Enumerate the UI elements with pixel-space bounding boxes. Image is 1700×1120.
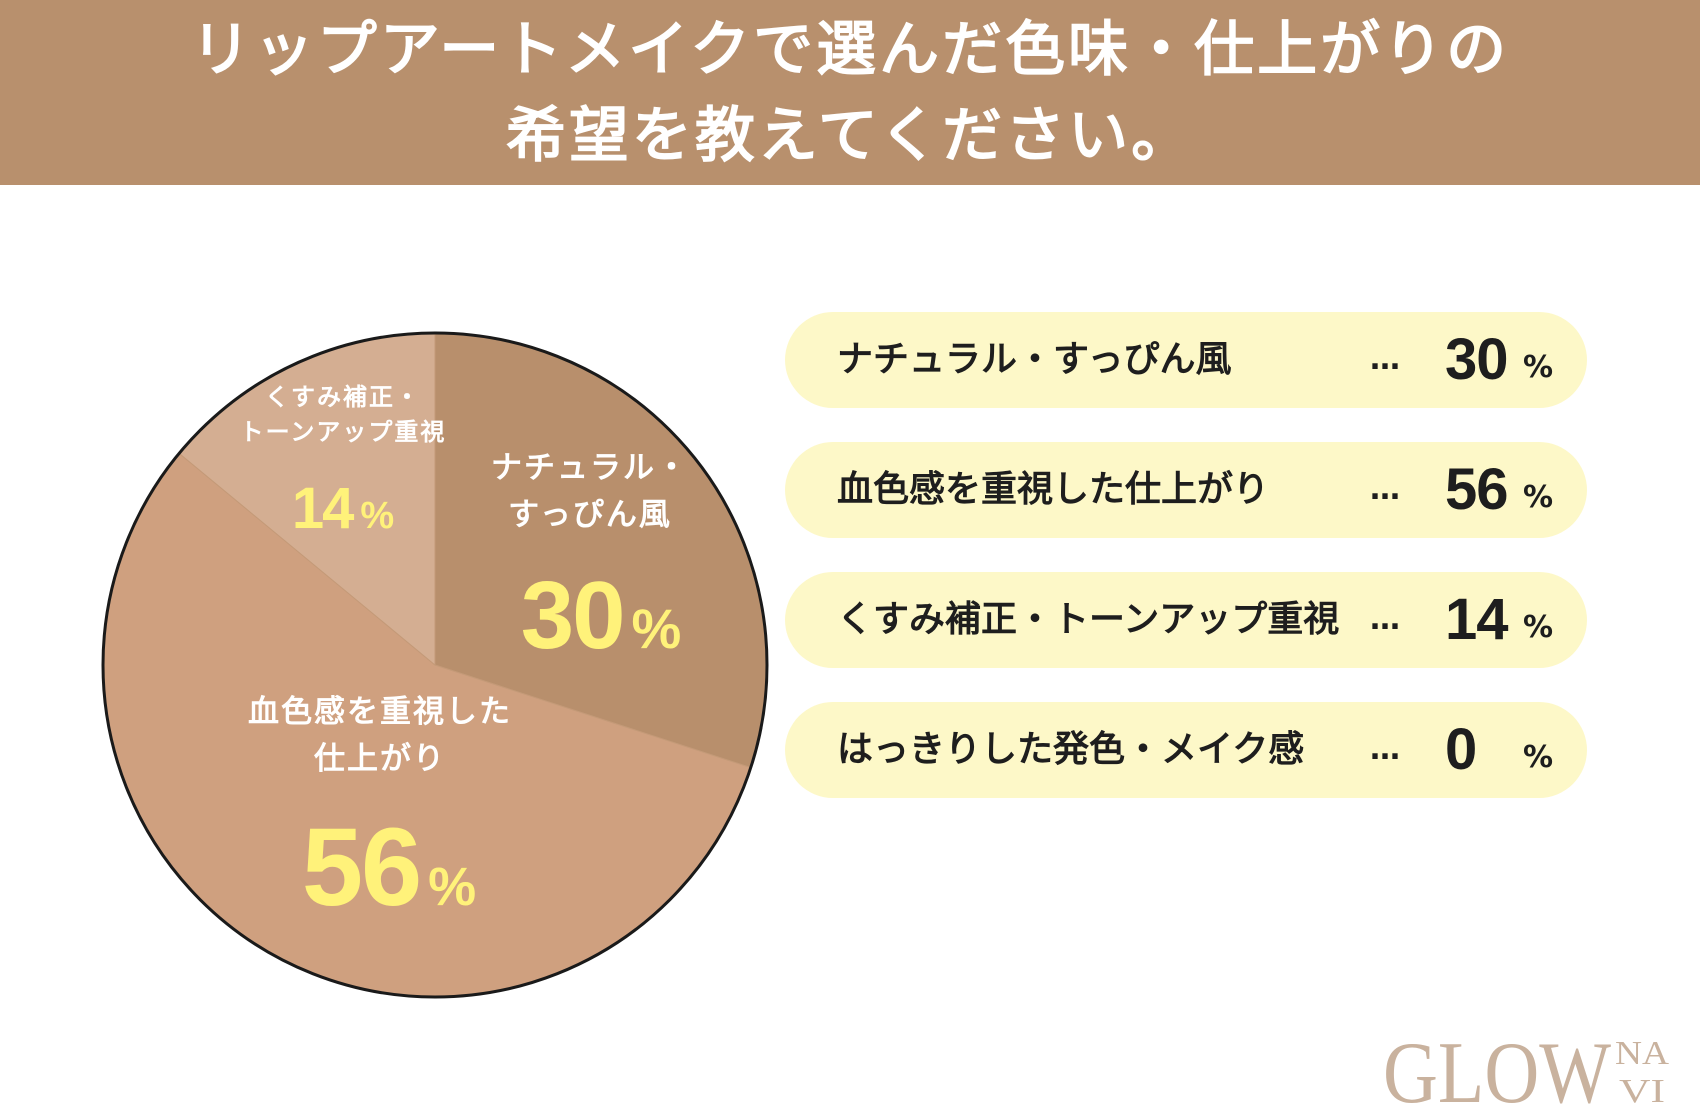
legend-row-vivid: はっきりした発色・メイク感 … 0 %: [785, 702, 1587, 798]
legend-label: ナチュラル・すっぴん風: [837, 339, 1232, 380]
legend-row-natural: ナチュラル・すっぴん風 … 30 %: [785, 312, 1587, 408]
legend-label: 血色感を重視した仕上がり: [837, 469, 1270, 510]
legend-value: 0: [1445, 717, 1477, 782]
pie-label-natural: ナチュラル・: [491, 450, 689, 486]
legend-row-flush: 血色感を重視した仕上がり … 56 %: [785, 442, 1587, 538]
legend-row-dull: くすみ補正・トーンアップ重視 … 14 %: [785, 572, 1587, 668]
legend: ナチュラル・すっぴん風 … 30 % 血色感を重視した仕上がり … 56 % く…: [785, 312, 1587, 832]
legend-value: 14: [1445, 587, 1509, 652]
title-line-2: 希望を教えてください。: [505, 100, 1195, 171]
legend-unit: %: [1523, 350, 1554, 385]
pie-value-flush: 56: [302, 806, 420, 929]
pie-percent-natural: %: [631, 597, 680, 660]
legend-unit: %: [1523, 480, 1554, 515]
pie-label-dull: トーンアップ重視: [240, 418, 447, 446]
pie-label-natural: すっぴん風: [508, 497, 672, 533]
logo-sub-top: NA: [1615, 1035, 1669, 1072]
title-line-1: リップアートメイクで選んだ色味・仕上がりの: [190, 14, 1510, 85]
legend-dots: …: [1370, 342, 1400, 377]
legend-unit: %: [1523, 740, 1554, 775]
legend-dots: …: [1370, 602, 1400, 637]
logo-main-text: GLOW: [1383, 1025, 1611, 1112]
legend-value: 56: [1445, 457, 1509, 522]
pie-value-label-natural: 30%: [521, 562, 681, 669]
legend-dots: …: [1370, 472, 1400, 507]
pie-value-label-dull: 14%: [292, 476, 394, 541]
glow-navi-logo: GLOW NA VI: [1383, 1025, 1669, 1112]
pie-label-flush: 血色感を重視した: [248, 694, 512, 730]
legend-label: はっきりした発色・メイク感: [837, 729, 1305, 770]
pie-outline: [101, 331, 769, 999]
pie-label-dull: くすみ補正・: [265, 383, 421, 411]
legend-label: くすみ補正・トーンアップ重視: [837, 599, 1340, 640]
logo-sub-bottom: VI: [1619, 1073, 1665, 1110]
legend-value: 30: [1445, 327, 1509, 392]
legend-dots: …: [1370, 732, 1400, 767]
legend-unit: %: [1523, 610, 1554, 645]
pie-value-label-flush: 56%: [302, 806, 475, 929]
pie-value-natural: 30: [521, 562, 624, 669]
pie-percent-dull: %: [360, 495, 393, 537]
pie-percent-flush: %: [428, 857, 475, 917]
pie-value-dull: 14: [292, 476, 354, 541]
pie-label-flush: 仕上がり: [314, 741, 446, 777]
title-banner: リップアートメイクで選んだ色味・仕上がりの 希望を教えてください。: [0, 0, 1700, 185]
